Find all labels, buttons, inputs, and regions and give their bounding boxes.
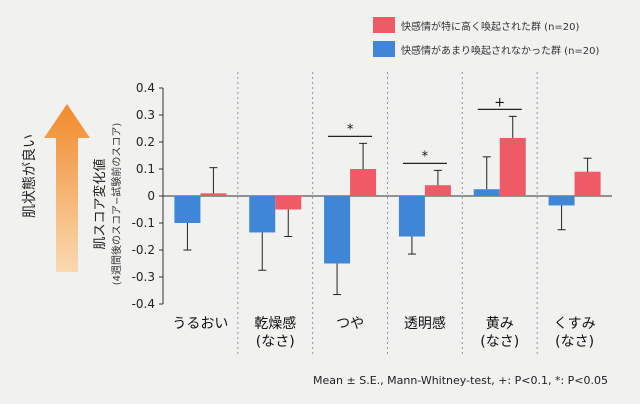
y-tick-label: 0.1: [136, 162, 155, 176]
category-sublabel: (なさ): [256, 334, 295, 350]
y-tick-label: -0.4: [132, 297, 155, 311]
bar: [200, 193, 227, 196]
bar: [574, 171, 601, 196]
category-sublabel: (なさ): [480, 334, 519, 350]
legend-swatch: [373, 17, 395, 33]
significance-marker: *: [422, 149, 429, 164]
bar: [398, 196, 425, 237]
category-label: 透明感: [404, 315, 446, 332]
y-tick-label: -0.3: [132, 270, 155, 284]
y-axis-sublabel: (4週間後のスコア−試験前のスコア): [110, 123, 123, 286]
bar: [275, 196, 302, 210]
bar: [499, 137, 526, 196]
side-label: 肌状態が良い: [22, 134, 38, 218]
legend-entry: 快感情があまり喚起されなかった群 (n=20): [401, 44, 600, 57]
footnote: Mean ± S.E., Mann-Whitney-test, +: P<0.1…: [313, 374, 608, 387]
bar: [249, 196, 276, 233]
y-axis-label: 肌スコア変化値: [92, 158, 108, 249]
up-arrow-icon: [44, 104, 90, 272]
y-tick-label: 0.2: [136, 135, 155, 149]
bar: [473, 189, 500, 196]
bar: [324, 196, 351, 264]
legend-swatch: [373, 41, 395, 57]
bar: [424, 185, 451, 196]
category-label: うるおい: [172, 316, 228, 332]
bar: [350, 169, 377, 196]
legend-entry: 快感情が特に高く喚起された群 (n=20): [401, 20, 580, 33]
bar: [548, 196, 575, 206]
category-label: 黄み: [486, 315, 514, 332]
significance-marker: +: [494, 95, 505, 110]
category-label: つや: [336, 316, 364, 332]
y-tick-label: -0.2: [132, 243, 155, 257]
category-label: 乾燥感: [254, 315, 296, 332]
bar: [174, 196, 201, 223]
category-label: くすみ: [554, 316, 596, 332]
y-tick-label: 0.3: [136, 108, 155, 122]
y-tick-label: -0.1: [132, 216, 155, 230]
significance-marker: *: [347, 122, 354, 137]
category-sublabel: (なさ): [555, 334, 594, 350]
y-tick-label: 0.4: [136, 81, 155, 95]
y-tick-label: 0: [147, 189, 155, 203]
